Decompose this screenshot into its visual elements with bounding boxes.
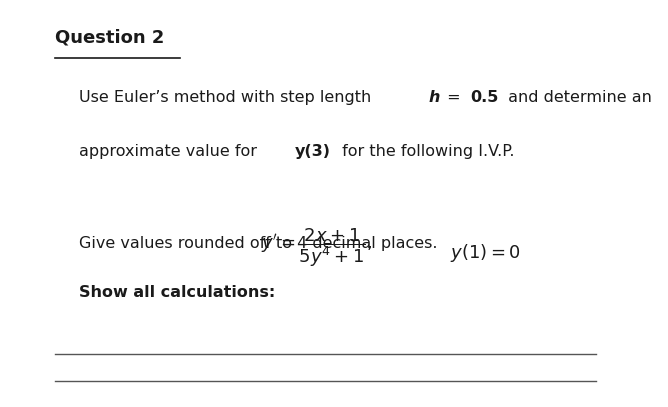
Text: Show all calculations:: Show all calculations:: [79, 285, 275, 300]
Text: h: h: [429, 90, 440, 105]
Text: Use Euler’s method with step length: Use Euler’s method with step length: [79, 90, 377, 105]
Text: approximate value for: approximate value for: [79, 144, 263, 160]
Text: Question 2: Question 2: [55, 28, 164, 46]
Text: for the following I.V.P.: for the following I.V.P.: [337, 144, 514, 160]
Text: Give values rounded off to 4 decimal places.: Give values rounded off to 4 decimal pla…: [79, 236, 438, 251]
Text: and determine an: and determine an: [504, 90, 652, 105]
Text: y(3): y(3): [295, 144, 331, 160]
Text: $y(1) = 0$: $y(1) = 0$: [450, 242, 521, 264]
Text: 0.5: 0.5: [470, 90, 498, 105]
Text: $y' = \dfrac{2x + 1}{5y^4 + 1},$: $y' = \dfrac{2x + 1}{5y^4 + 1},$: [261, 226, 372, 269]
Text: =: =: [442, 90, 466, 105]
